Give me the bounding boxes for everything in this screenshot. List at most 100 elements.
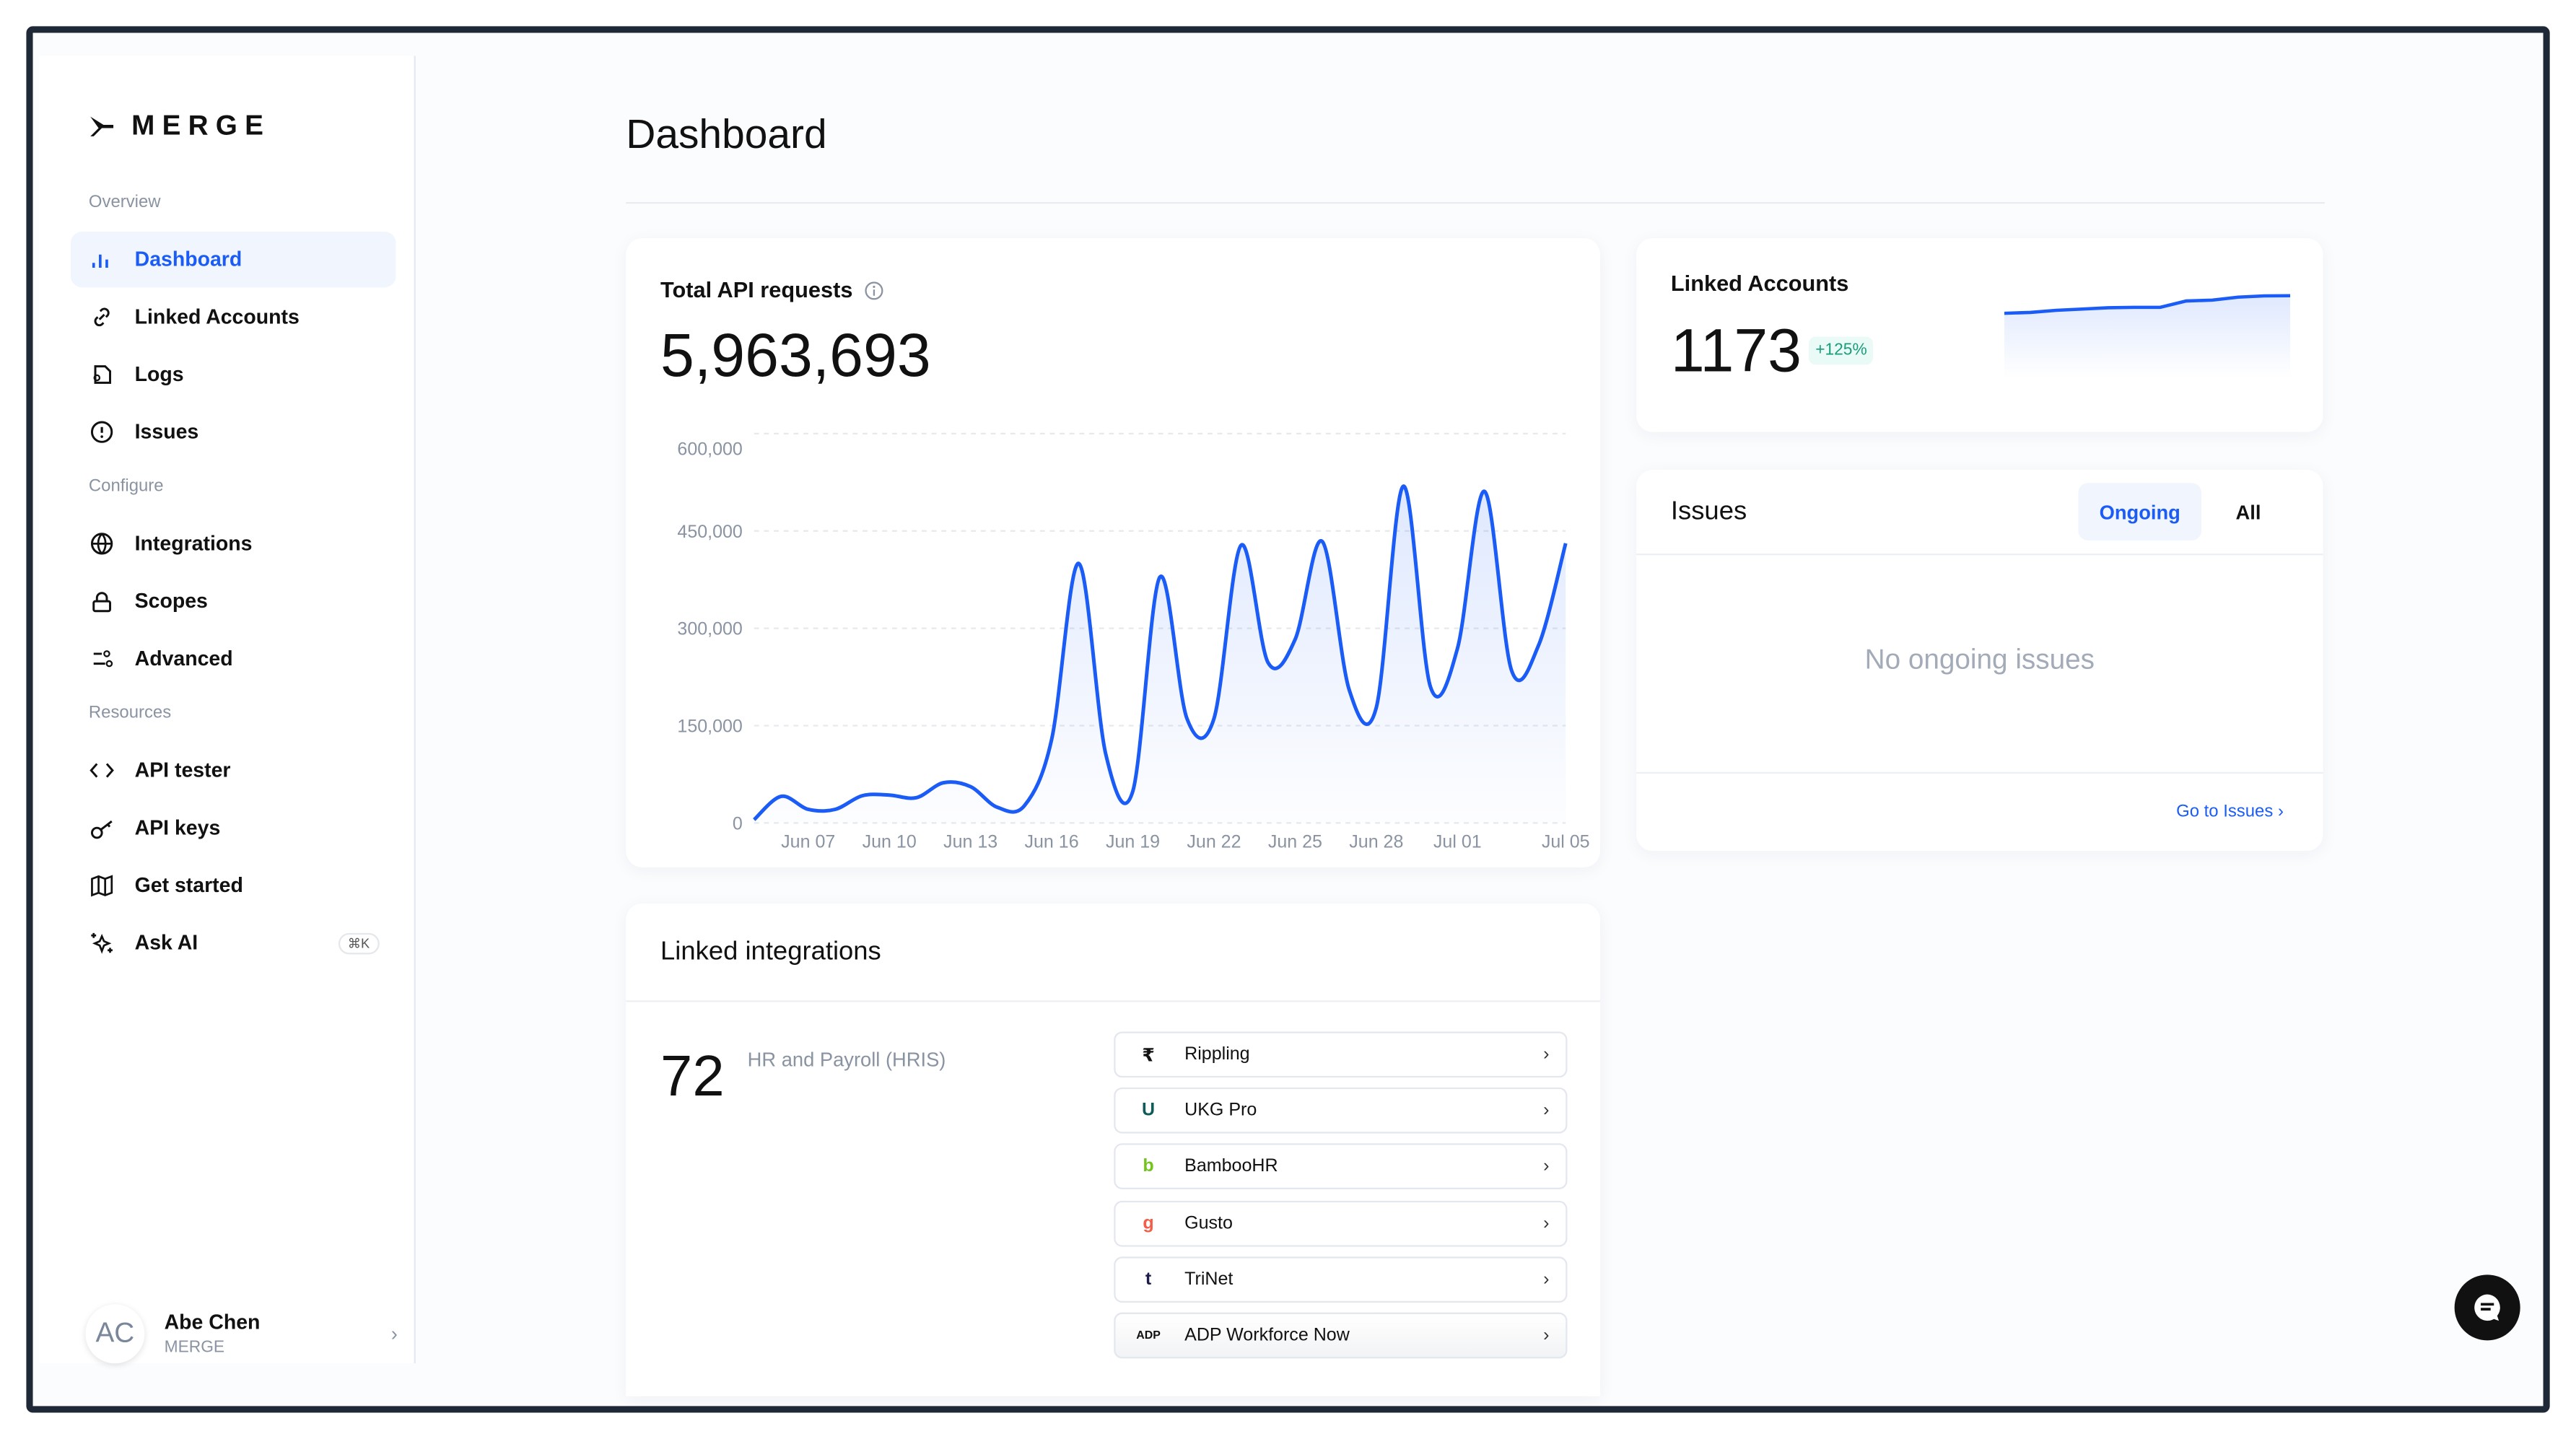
- integration-logo: b: [1143, 1157, 1154, 1177]
- integration-logo: g: [1143, 1213, 1154, 1233]
- sidebar-item-label: API tester: [134, 758, 231, 782]
- integration-item[interactable]: g Gusto ›: [1114, 1199, 1568, 1246]
- integration-name: Rippling: [1184, 1044, 1250, 1064]
- chevron-right-icon: ›: [1543, 1325, 1550, 1346]
- brand-name: MERGE: [131, 110, 271, 141]
- sidebar-item-get-started[interactable]: Get started: [71, 857, 396, 913]
- sliders-icon: [89, 646, 115, 672]
- integration-item[interactable]: U UKG Pro ›: [1114, 1088, 1568, 1134]
- linked-accounts-sparkline: [2004, 294, 2291, 378]
- section-resources: Resources: [88, 703, 172, 723]
- series-line: [753, 484, 1568, 821]
- chat-button[interactable]: [2454, 1274, 2520, 1341]
- sidebar-item-api-keys[interactable]: API keys: [71, 800, 396, 856]
- divider: [626, 1000, 1601, 1002]
- sidebar-item-scopes[interactable]: Scopes: [71, 573, 396, 629]
- merge-logo-icon: [90, 116, 114, 136]
- sidebar-item-linked-accounts[interactable]: Linked Accounts: [71, 289, 396, 345]
- map-icon: [89, 872, 115, 898]
- integration-logo: ₹: [1142, 1045, 1155, 1066]
- chat-icon: [2474, 1294, 2500, 1321]
- area-fill: [754, 486, 1566, 823]
- go-to-issues-label: Go to Issues: [2176, 801, 2274, 822]
- tab-ongoing[interactable]: Ongoing: [2078, 483, 2202, 541]
- merge-logo[interactable]: MERGE: [89, 110, 271, 144]
- empty-state: No ongoing issues: [1864, 644, 2095, 675]
- x-tick-label: Jul 05: [1542, 832, 1590, 852]
- globe-icon: [89, 530, 115, 556]
- issues-title: Issues: [1670, 497, 1747, 526]
- linked-accounts-count: 1173: [1670, 317, 1802, 385]
- x-tick-label: Jul 01: [1433, 832, 1482, 852]
- sidebar-item-issues[interactable]: Issues: [71, 404, 396, 460]
- integration-logo: U: [1141, 1101, 1156, 1121]
- issues-card: Issues Ongoing All No ongoing issues Go …: [1636, 469, 2323, 852]
- api-requests-title: Total API requests: [660, 277, 853, 302]
- integrations-category: HR and Payroll (HRIS): [747, 1048, 946, 1072]
- chevron-right-icon: ›: [1543, 1101, 1550, 1121]
- go-to-issues-link[interactable]: Go to Issues ›: [2176, 801, 2284, 822]
- user-org: MERGE: [164, 1339, 225, 1357]
- x-tick-label: Jun 19: [1106, 832, 1160, 852]
- integration-name: Gusto: [1184, 1213, 1233, 1233]
- sidebar-item-label: Ask AI: [134, 931, 198, 955]
- page-title: Dashboard: [626, 111, 827, 158]
- logs-icon: [89, 362, 115, 388]
- integration-name: TriNet: [1184, 1269, 1234, 1290]
- chevron-right-icon: ›: [1543, 1213, 1550, 1233]
- divider: [1636, 554, 2323, 556]
- lock-icon: [89, 588, 115, 614]
- divider: [626, 201, 2325, 204]
- y-tick-label: 150,000: [677, 717, 742, 737]
- integration-logo: ADP: [1136, 1329, 1161, 1342]
- sidebar: MERGE Overview Configure Resources Dashb…: [39, 56, 416, 1364]
- x-tick-label: Jun 13: [943, 832, 997, 852]
- sidebar-item-advanced[interactable]: Advanced: [71, 631, 396, 686]
- link-icon: [89, 304, 115, 330]
- sidebar-item-label: Issues: [134, 420, 199, 444]
- integration-item[interactable]: b BambooHR ›: [1114, 1144, 1568, 1190]
- user-menu[interactable]: AC Abe Chen MERGE ›: [85, 1301, 398, 1367]
- integrations-count: 72: [660, 1044, 725, 1109]
- integration-item[interactable]: ADP ADP Workforce Now ›: [1114, 1312, 1568, 1359]
- section-overview: Overview: [88, 192, 161, 212]
- sidebar-item-label: Get started: [134, 873, 243, 897]
- bar-chart-icon: [89, 246, 115, 272]
- x-tick-label: Jun 10: [863, 832, 917, 852]
- sidebar-item-logs[interactable]: Logs: [71, 346, 396, 402]
- tab-all[interactable]: All: [2235, 500, 2261, 523]
- integration-logo: t: [1145, 1269, 1152, 1290]
- api-requests-card: Total API requests 5,963,693 0 150,000 300…: [626, 238, 1601, 867]
- x-tick-label: Jun 07: [781, 832, 835, 852]
- x-tick-label: Jun 22: [1187, 832, 1241, 852]
- integration-item[interactable]: t TriNet ›: [1114, 1256, 1568, 1303]
- linked-accounts-card[interactable]: Linked Accounts 1173 +125%: [1636, 238, 2323, 432]
- integration-name: UKG Pro: [1184, 1101, 1257, 1121]
- y-tick-label: 0: [733, 813, 743, 834]
- chevron-right-icon: ›: [1543, 1157, 1550, 1177]
- sidebar-item-label: Logs: [134, 363, 184, 386]
- sidebar-item-integrations[interactable]: Integrations: [71, 516, 396, 572]
- sidebar-item-ask-ai[interactable]: Ask AI ⌘K: [71, 915, 396, 971]
- sparkline-fill: [2004, 295, 2291, 378]
- y-tick-label: 300,000: [677, 619, 742, 639]
- chevron-right-icon: ›: [1543, 1269, 1550, 1290]
- linked-integrations-title: Linked integrations: [660, 937, 881, 966]
- divider: [1636, 771, 2323, 774]
- section-configure: Configure: [88, 476, 164, 497]
- sidebar-item-label: Linked Accounts: [134, 305, 300, 329]
- info-icon[interactable]: [864, 280, 883, 299]
- sidebar-item-label: Integrations: [134, 532, 253, 556]
- api-requests-chart: 0 150,000 300,000 450,000 600,000 Jun 07 Jun 1…: [677, 432, 1590, 852]
- sidebar-item-api-tester[interactable]: API tester: [71, 743, 396, 798]
- integration-item[interactable]: ₹ Rippling ›: [1114, 1031, 1568, 1078]
- key-icon: [89, 815, 115, 841]
- sparkline-line: [2004, 294, 2291, 315]
- sidebar-item-dashboard[interactable]: Dashboard: [70, 231, 396, 288]
- sidebar-item-label: Advanced: [134, 647, 233, 670]
- code-icon: [89, 757, 115, 783]
- sidebar-item-label: Dashboard: [134, 248, 243, 271]
- x-tick-label: Jun 25: [1268, 832, 1322, 852]
- alert-circle-icon: [89, 419, 115, 445]
- y-tick-label: 450,000: [677, 522, 742, 542]
